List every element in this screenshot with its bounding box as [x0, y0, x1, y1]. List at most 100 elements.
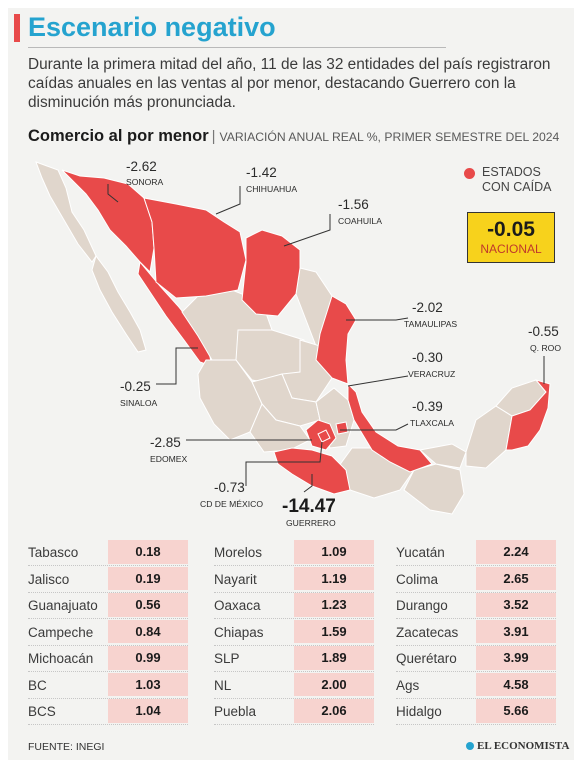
- table-state-name: BC: [28, 677, 47, 693]
- table-value-cell: 1.04: [108, 699, 188, 723]
- map-value-labels: -2.62 SONORA -1.42 CHIHUAHUA -1.56 COAHU…: [120, 159, 561, 528]
- value-label-sonora: -2.62: [126, 159, 157, 174]
- table-row-divider: [396, 618, 556, 619]
- table-value: 3.91: [503, 623, 529, 639]
- table-row: Hidalgo 5.66: [396, 699, 556, 726]
- table-row-divider: [28, 565, 188, 566]
- table-row: Puebla 2.06: [214, 699, 374, 726]
- table-state-name: Zacatecas: [396, 624, 459, 640]
- table-value-cell: 3.99: [476, 646, 556, 670]
- chart-subtitle: VARIACIÓN ANUAL REAL %, PRIMER SEMESTRE …: [219, 130, 560, 144]
- globe-icon: [466, 742, 474, 750]
- table-row: Durango 3.52: [396, 593, 556, 620]
- table-value-cell: 1.19: [294, 566, 374, 590]
- state-nayarit-jalisco-colima: [197, 359, 263, 441]
- leader-chihuahua: [215, 186, 241, 215]
- table-row-divider: [28, 671, 188, 672]
- name-label-edomex: EDOMEX: [150, 454, 188, 464]
- table-row: Oaxaca 1.23: [214, 593, 374, 620]
- name-label-coahuila: COAHUILA: [338, 216, 382, 226]
- state-tamaulipas: [315, 295, 357, 385]
- table-row-divider: [214, 618, 374, 619]
- table-value: 0.18: [135, 544, 161, 559]
- table-row-divider: [28, 697, 188, 699]
- leader-cdmx: [245, 441, 323, 486]
- table-state-name: Morelos: [214, 545, 263, 560]
- table-row-divider: [214, 591, 374, 593]
- table-state-name: BCS: [28, 704, 56, 719]
- table-value-cell: 1.59: [294, 619, 374, 643]
- table-row-divider: [28, 591, 188, 593]
- table-value-cell: 0.18: [108, 540, 188, 564]
- national-label: NACIONAL: [480, 242, 542, 256]
- table-state-name: SLP: [214, 651, 240, 666]
- source-note: FUENTE: INEGI: [28, 741, 105, 753]
- value-label-chihuahua: -1.42: [246, 165, 277, 180]
- table-row-divider: [396, 697, 556, 699]
- table-row-divider: [28, 644, 188, 646]
- value-label-guerrero: -14.47: [282, 496, 336, 517]
- chart-header: Comercio al por menor | VARIACIÓN ANUAL RE…: [28, 127, 559, 146]
- table-row-divider: [396, 565, 556, 566]
- table-row: Morelos 1.09: [214, 540, 374, 567]
- table-state-name: Querétaro: [396, 651, 457, 666]
- table-row-divider: [396, 724, 556, 725]
- table-row-divider: [214, 644, 374, 646]
- national-value: -0.05: [487, 218, 535, 241]
- table-column: Tabasco 0.18 Jalisco 0.19 Guanajuato 0.56 Camp…: [28, 540, 188, 726]
- table-row: Yucatán 2.24: [396, 540, 556, 567]
- table-row: BCS 1.04: [28, 699, 188, 726]
- table-value-cell: 0.99: [108, 646, 188, 670]
- map-leader-lines: [107, 184, 545, 493]
- table-value-cell: 5.66: [476, 699, 556, 723]
- state-chihuahua: [143, 197, 247, 299]
- table-state-name: Chiapas: [214, 624, 264, 640]
- title-divider: [28, 47, 446, 48]
- table-row: Querétaro 3.99: [396, 646, 556, 673]
- state-chiapas: [403, 463, 465, 515]
- table-state-name: Nayarit: [214, 571, 257, 587]
- table-row-divider: [214, 671, 374, 672]
- table-state-name: Michoacán: [28, 651, 94, 666]
- table-row: NL 2.00: [214, 672, 374, 700]
- leader-tlaxcala: [340, 423, 409, 431]
- value-label-tlaxcala: -0.39: [412, 399, 443, 414]
- state-campeche: [465, 405, 513, 469]
- table-row: Ags 4.58: [396, 672, 556, 700]
- table-value: 0.84: [135, 623, 161, 639]
- table-value: 2.65: [503, 570, 529, 586]
- page-title: Escenario negativo: [28, 12, 276, 42]
- state-tabasco: [418, 443, 467, 469]
- table-row: Nayarit 1.19: [214, 566, 374, 594]
- table-state-name: Campeche: [28, 624, 94, 640]
- state-tlaxcala: [335, 421, 349, 435]
- table-value: 1.89: [321, 650, 347, 665]
- legend-decline-swatch: [464, 168, 475, 179]
- table-row-divider: [396, 591, 556, 593]
- page-subtitle: Durante la primera mitad del año, 11 de …: [28, 56, 551, 111]
- table-value-cell: 2.24: [476, 540, 556, 564]
- value-label-tamaulipas: -2.02: [412, 300, 443, 315]
- table-row: Campeche 0.84: [28, 619, 188, 647]
- name-label-guerrero: GUERRERO: [286, 518, 336, 528]
- table-state-name: Guanajuato: [28, 598, 98, 613]
- table-row: Michoacán 0.99: [28, 646, 188, 673]
- state-guerrero: [273, 447, 351, 495]
- table-state-name: Ags: [396, 677, 420, 693]
- map-declining-states: [61, 169, 551, 495]
- table-value-cell: 1.89: [294, 646, 374, 670]
- table-row-divider: [214, 697, 374, 699]
- table-column: Yucatán 2.24 Colima 2.65 Durango 3.52 Zacateca…: [396, 540, 556, 726]
- table-value: 2.00: [321, 676, 347, 692]
- table-row: BC 1.03: [28, 672, 188, 700]
- table-value: 1.09: [321, 544, 347, 559]
- table-row: Jalisco 0.19: [28, 566, 188, 594]
- table-row: Colima 2.65: [396, 566, 556, 594]
- table-state-name: Hidalgo: [396, 704, 442, 719]
- name-label-qroo: Q. ROO: [530, 343, 561, 353]
- table-value-cell: 3.52: [476, 593, 556, 617]
- table-value: 1.19: [321, 570, 347, 586]
- table-row: Zacatecas 3.91: [396, 619, 556, 647]
- table-value: 0.19: [135, 570, 161, 586]
- table-row-divider: [396, 644, 556, 646]
